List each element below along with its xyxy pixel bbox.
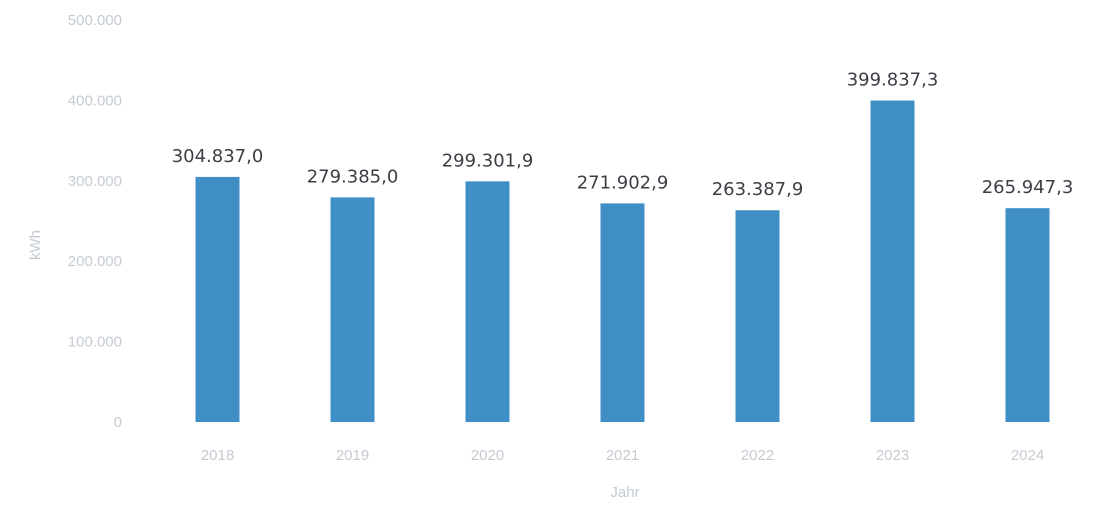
bar bbox=[1005, 208, 1050, 422]
bar-value-label: 304.837,0 bbox=[172, 146, 264, 167]
y-tick-label: 300.000 bbox=[68, 173, 122, 190]
bar-value-label: 279.385,0 bbox=[307, 166, 399, 187]
y-axis: 0 100.000 200.000 300.000 400.000 500.000 bbox=[68, 12, 122, 431]
bar bbox=[465, 181, 510, 422]
x-axis-title: Jahr bbox=[610, 484, 639, 501]
bar-value-label: 299.301,9 bbox=[442, 150, 534, 171]
y-axis-title: kWh bbox=[27, 230, 44, 260]
x-tick-label: 2019 bbox=[336, 447, 369, 464]
bar-value-label: 263.387,9 bbox=[712, 179, 804, 200]
x-tick-label: 2020 bbox=[471, 447, 504, 464]
x-tick-label: 2021 bbox=[606, 447, 639, 464]
x-tick-label: 2024 bbox=[1011, 447, 1044, 464]
x-axis: 2018 2019 2020 2021 2022 2023 2024 bbox=[201, 447, 1044, 464]
x-tick-label: 2022 bbox=[741, 447, 774, 464]
bars: 304.837,0 279.385,0 299.301,9 271.902,9 263.… bbox=[172, 70, 1074, 422]
bar bbox=[735, 210, 780, 422]
bar bbox=[600, 203, 645, 422]
y-tick-label: 100.000 bbox=[68, 334, 122, 351]
bar bbox=[330, 197, 375, 422]
y-tick-label: 500.000 bbox=[68, 12, 122, 29]
y-tick-label: 200.000 bbox=[68, 253, 122, 270]
bar-value-label: 399.837,3 bbox=[847, 70, 939, 91]
bar-value-label: 265.947,3 bbox=[982, 177, 1074, 198]
y-tick-label: 0 bbox=[114, 414, 122, 431]
bar bbox=[195, 176, 240, 422]
y-tick-label: 400.000 bbox=[68, 92, 122, 109]
bar bbox=[870, 100, 915, 422]
bar-value-label: 271.902,9 bbox=[577, 172, 669, 193]
x-tick-label: 2023 bbox=[876, 447, 909, 464]
x-tick-label: 2018 bbox=[201, 447, 234, 464]
